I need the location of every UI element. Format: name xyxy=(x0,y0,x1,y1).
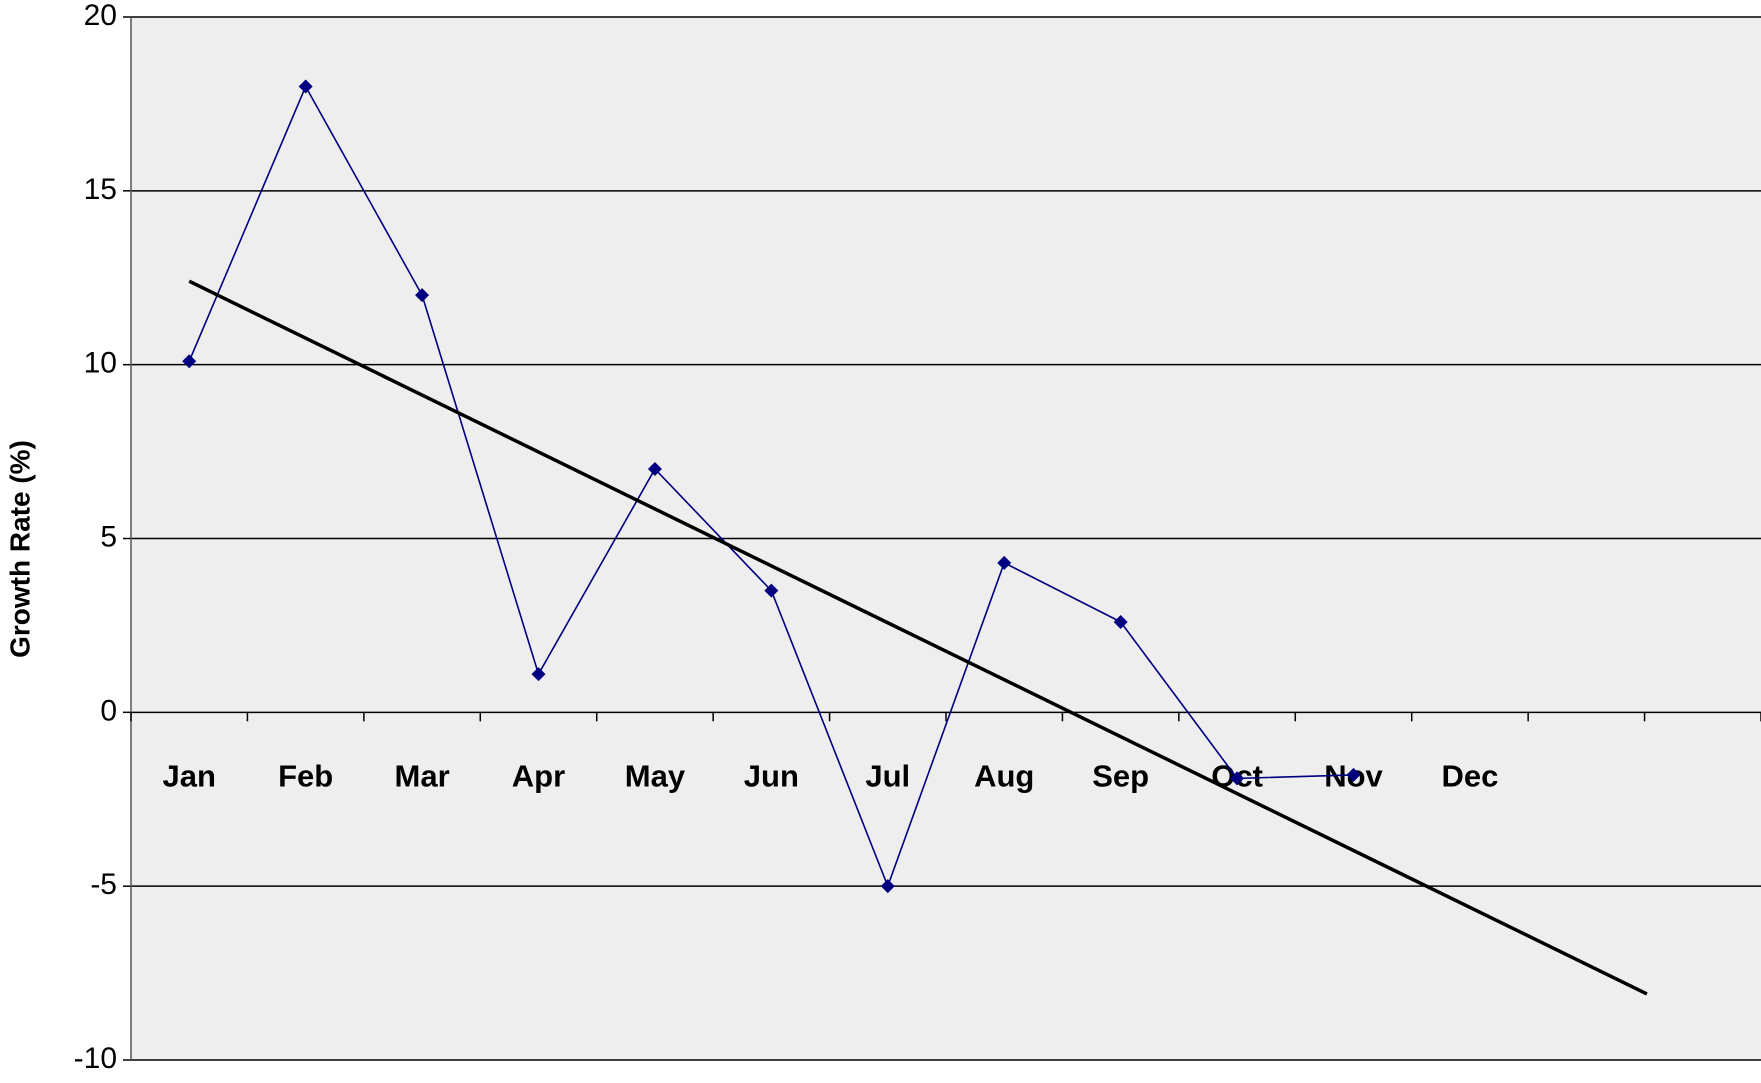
y-tick-label: -10 xyxy=(74,1042,117,1075)
x-tick-label: Jan xyxy=(163,759,216,794)
x-tick-label: May xyxy=(625,759,686,794)
data-point xyxy=(415,288,430,303)
data-point xyxy=(182,354,197,369)
data-point xyxy=(1230,771,1245,786)
x-tick-label: Sep xyxy=(1092,759,1149,794)
y-axis-label: Growth Rate (%) xyxy=(4,440,35,658)
x-tick-label: Mar xyxy=(395,759,450,794)
data-point xyxy=(531,667,546,682)
data-point xyxy=(1346,767,1361,782)
y-tick-label: 5 xyxy=(100,520,117,553)
x-tick-label: Jul xyxy=(865,759,910,794)
data-point xyxy=(764,583,779,598)
data-point xyxy=(997,555,1012,570)
y-tick-label: 15 xyxy=(84,173,117,206)
data-point xyxy=(1113,614,1128,629)
x-tick-label: Jun xyxy=(744,759,799,794)
x-tick-label: Dec xyxy=(1441,759,1498,794)
x-tick-label: Apr xyxy=(512,759,565,794)
trendline xyxy=(188,279,1648,996)
x-tick-label: Feb xyxy=(278,759,333,794)
y-tick-label: -5 xyxy=(90,868,117,901)
y-tick-label: 10 xyxy=(84,347,117,380)
x-tick-label: Aug xyxy=(974,759,1034,794)
data-point xyxy=(880,879,895,894)
y-tick-label: 0 xyxy=(100,694,117,727)
data-point xyxy=(647,461,662,476)
y-tick-label: 20 xyxy=(84,0,117,32)
data-point xyxy=(298,79,313,94)
